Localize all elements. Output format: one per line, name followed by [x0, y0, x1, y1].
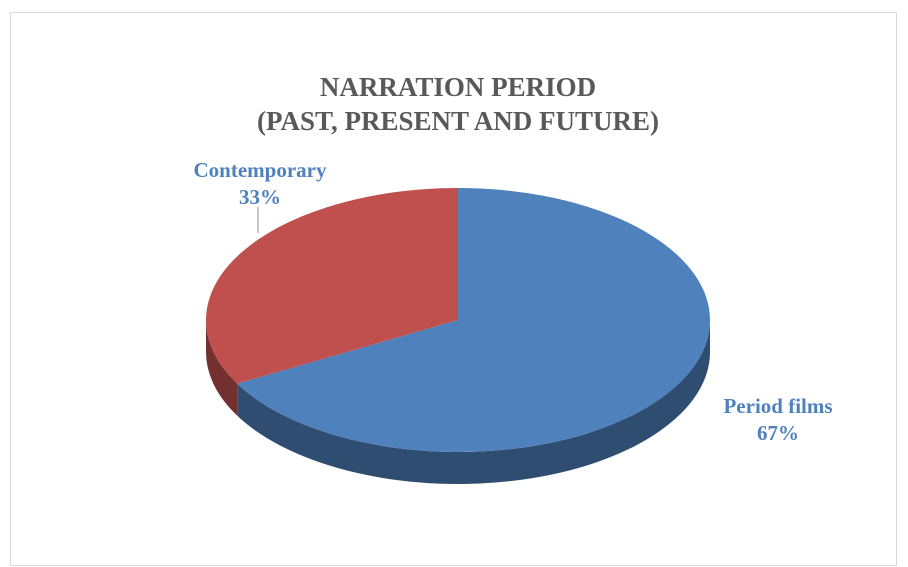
pie-side [206, 320, 238, 416]
pie-slice [205, 188, 458, 384]
pie-side [237, 320, 710, 485]
data-label-name: Contemporary [194, 158, 327, 182]
data-label-value: 33% [239, 185, 281, 209]
data-label-name: Period films [723, 394, 832, 418]
chart-title: (PAST, PRESENT AND FUTURE) [257, 106, 659, 136]
pie-slice [237, 188, 711, 452]
chart-title: NARRATION PERIOD [320, 72, 596, 102]
data-label-value: 67% [757, 421, 799, 445]
